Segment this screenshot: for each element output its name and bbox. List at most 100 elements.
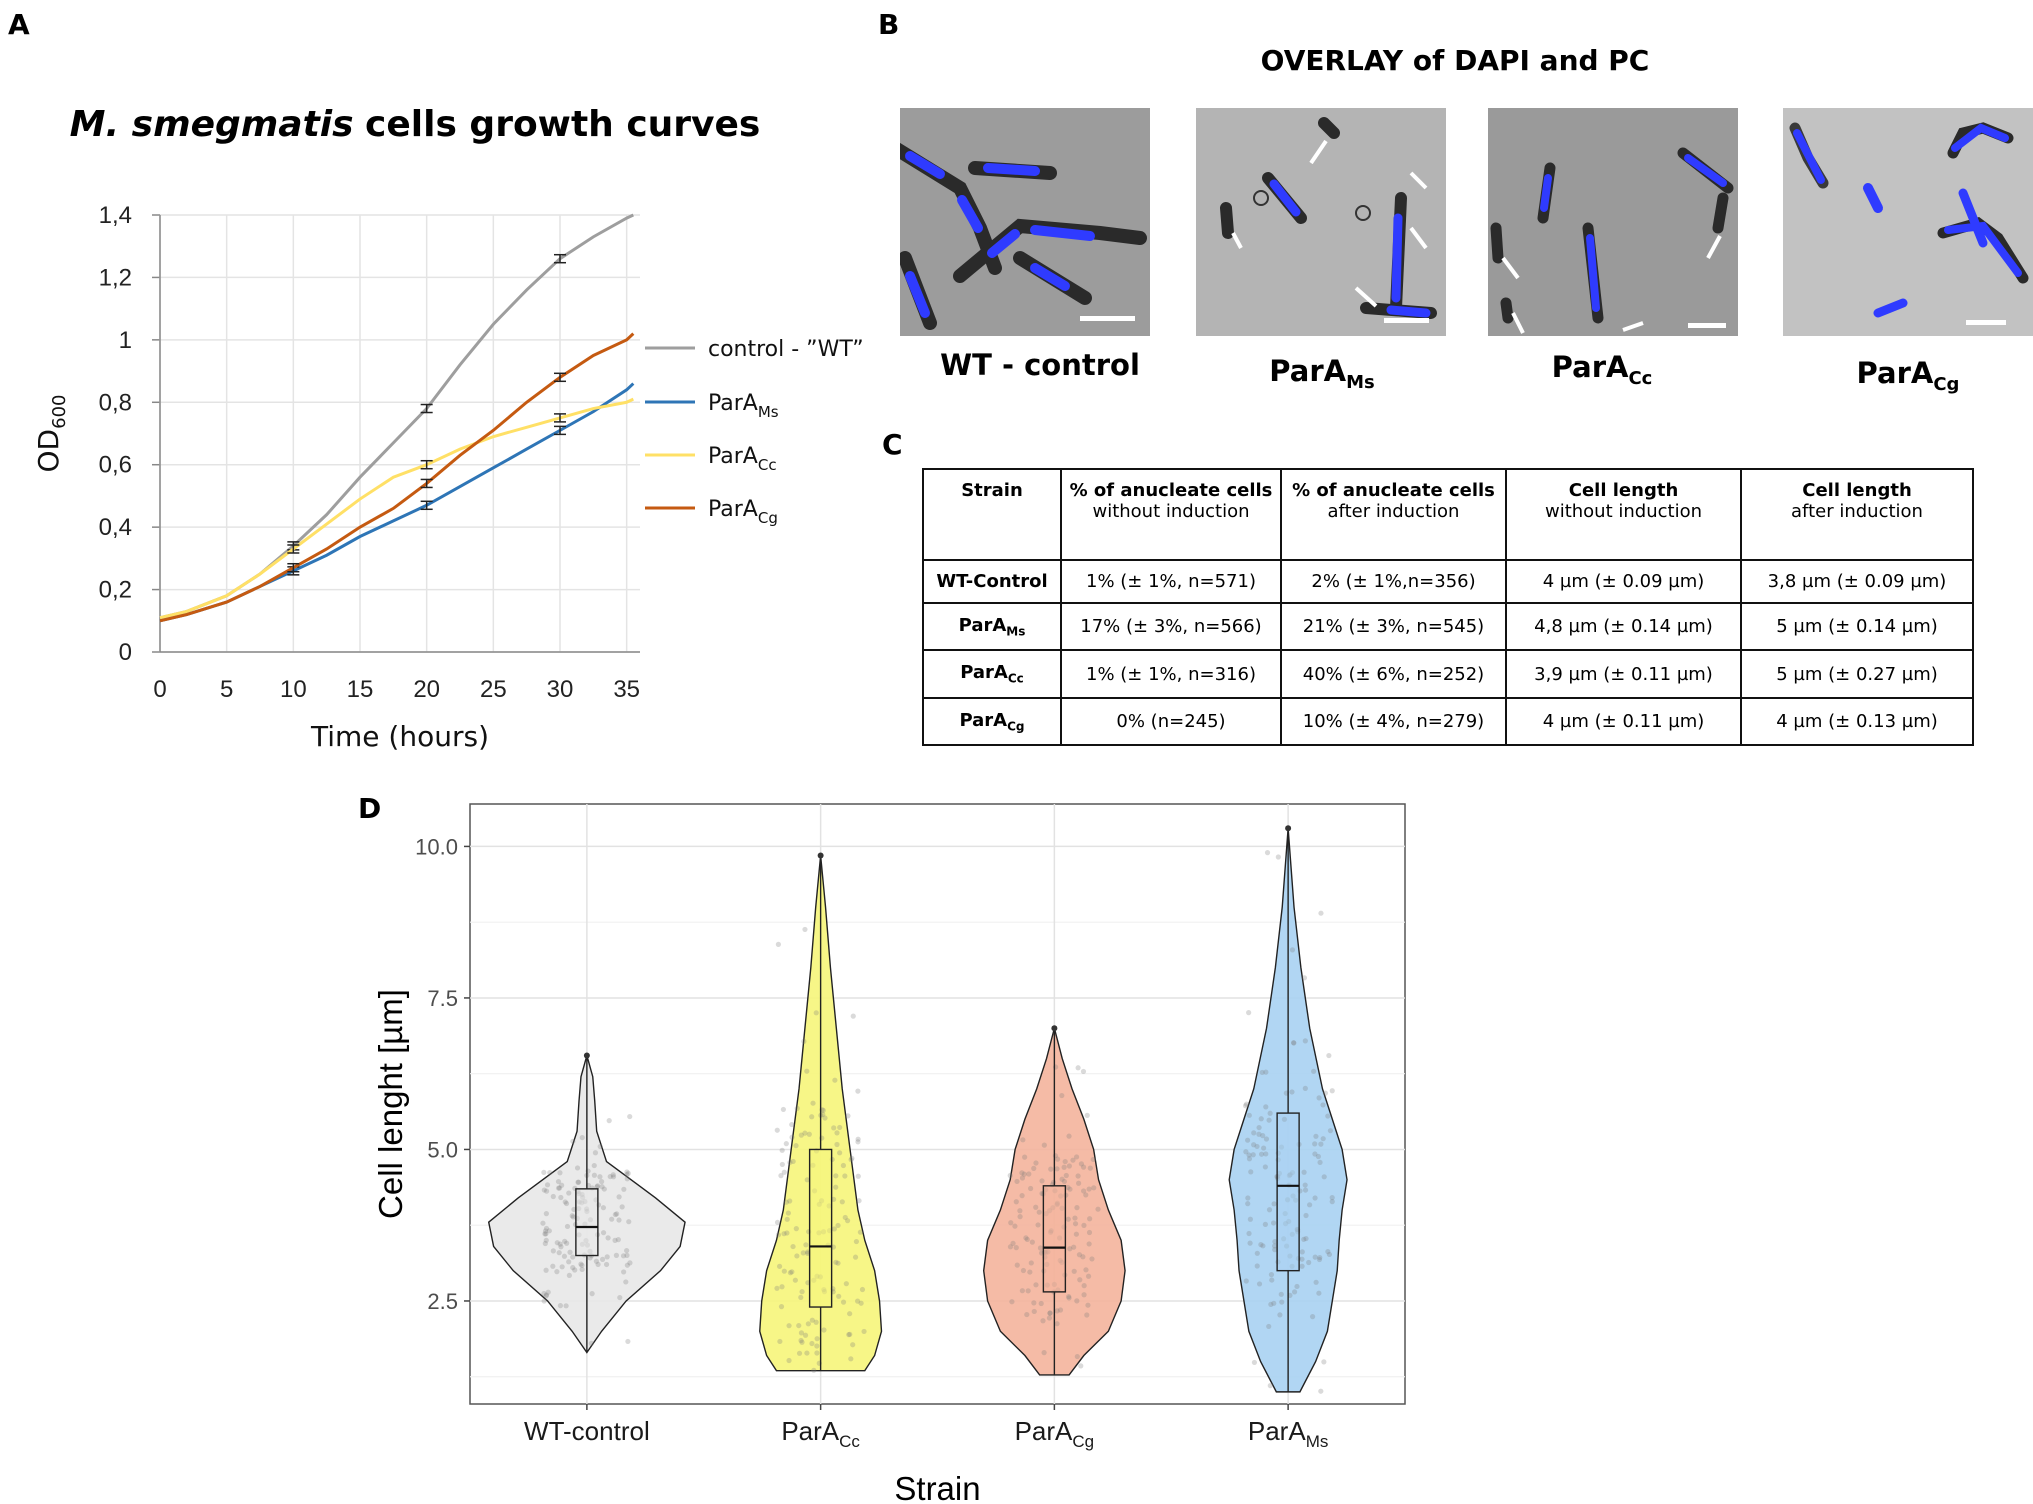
jitter-point: [1307, 1202, 1313, 1208]
jitter-point: [1076, 1180, 1082, 1186]
jitter-point: [1275, 854, 1281, 860]
jitter-point: [624, 1171, 630, 1178]
x-tick-label-main: WT-control: [524, 1416, 650, 1446]
y-tick-label: 0,8: [99, 389, 132, 416]
series-line: [159, 397, 634, 620]
jitter-point: [1289, 1089, 1295, 1095]
jitter-point: [1090, 1156, 1096, 1163]
jitter-point: [547, 1170, 553, 1176]
y-tick-label: 0,6: [99, 452, 132, 479]
jitter-point: [1245, 1201, 1251, 1207]
jitter-point: [809, 1340, 815, 1347]
jitter-point: [855, 1088, 861, 1094]
legend-label: ParACc: [708, 444, 777, 474]
jitter-point: [550, 1248, 556, 1254]
jitter-point: [1038, 1300, 1044, 1307]
table-cell: 4 µm (± 0.09 µm): [1505, 558, 1742, 605]
jitter-point: [777, 1338, 783, 1345]
jitter-point: [1075, 1065, 1081, 1071]
jitter-point: [1014, 1262, 1020, 1268]
jitter-point: [1009, 1299, 1015, 1305]
table-row: ParACg 0% (n=245) 10% (± 4%, n=279) 4 µm…: [922, 696, 1974, 747]
jitter-point: [834, 1141, 840, 1148]
jitter-point: [1268, 1301, 1274, 1307]
jitter-point: [1033, 1282, 1039, 1288]
jitter-point: [1080, 1254, 1086, 1260]
jitter-point: [814, 1336, 820, 1342]
jitter-point: [557, 1170, 563, 1176]
jitter-point: [589, 1291, 595, 1297]
jitter-point: [1066, 1293, 1072, 1300]
label-sub: Cc: [1628, 367, 1653, 389]
legend-label-sub: Ms: [758, 403, 779, 421]
table-cell: 0% (n=245): [1060, 696, 1282, 747]
x-axis-label: Time (hours): [310, 720, 489, 753]
x-tick-label: ParAMs: [1248, 1416, 1328, 1451]
table-cell: 10% (± 4%, n=279): [1280, 696, 1507, 747]
jitter-point: [796, 1322, 802, 1329]
jitter-point: [557, 1241, 563, 1247]
jitter-point: [559, 1264, 565, 1270]
jitter-point: [624, 1176, 630, 1182]
jitter-point: [555, 1178, 562, 1185]
jitter-point: [1091, 1185, 1097, 1191]
title-italic: M. smegmatis: [69, 104, 354, 145]
jitter-point: [603, 1261, 610, 1268]
jitter-point: [846, 1332, 852, 1338]
x-tick-label: 25: [480, 676, 507, 703]
jitter-point: [822, 1115, 828, 1121]
jitter-point: [579, 1266, 585, 1273]
max-point: [1051, 1025, 1058, 1032]
box: [575, 1188, 599, 1257]
y-tick-label: 7.5: [427, 986, 458, 1011]
jitter-point: [1081, 1283, 1087, 1289]
header-sub: after induction: [1327, 501, 1460, 522]
jitter-point: [1263, 1151, 1269, 1157]
jitter-point: [1294, 1283, 1300, 1290]
growth-chart: 0 0,2 0,4 0,6 0,8 1 1,2 1,4 0 5 10 15 20 25 30 35 Time (…: [32, 202, 864, 753]
jitter-point: [1258, 1116, 1264, 1122]
micrograph-cg-image: [1783, 108, 2033, 336]
jitter-point: [789, 1121, 795, 1128]
jitter-point: [794, 1105, 800, 1111]
jitter-point: [579, 1134, 585, 1141]
jitter-point: [1083, 1192, 1089, 1198]
panel-label-d: D: [358, 792, 382, 825]
jitter-point: [840, 1299, 847, 1305]
jitter-point: [858, 1300, 864, 1306]
y-axis-label-main: OD: [32, 429, 65, 473]
jitter-point: [595, 1183, 601, 1189]
jitter-point: [1048, 1166, 1054, 1172]
jitter-point: [566, 1190, 572, 1196]
jitter-point: [1086, 1241, 1092, 1247]
jitter-point: [831, 1125, 837, 1131]
jitter-point: [786, 1323, 792, 1329]
header-main: % of anucleate cells: [1292, 480, 1495, 501]
jitter-point: [806, 1131, 812, 1137]
jitter-point: [1047, 1310, 1053, 1316]
jitter-point: [555, 1185, 562, 1191]
growth-curve-panel: M. smegmatis cells growth curves 0 0,2 0,4…: [0, 0, 880, 760]
jitter-point: [570, 1254, 576, 1260]
jitter-point: [802, 926, 808, 933]
jitter-point: [1263, 1069, 1269, 1075]
jitter-point: [1316, 1095, 1322, 1101]
micrograph-label-wt: WT - control: [890, 348, 1190, 382]
box: [1276, 1112, 1300, 1272]
jitter-point: [842, 1173, 848, 1179]
jitter-point: [1081, 1292, 1087, 1298]
jitter-point: [1251, 1142, 1257, 1148]
jitter-point: [1329, 1195, 1335, 1201]
x-tick-label: 5: [220, 676, 233, 703]
jitter-point: [1326, 1052, 1332, 1059]
jitter-point: [1047, 1310, 1053, 1316]
jitter-point: [1054, 1166, 1060, 1172]
y-tick-label: 2.5: [427, 1289, 458, 1314]
micrograph-para-cc: [1488, 108, 1738, 336]
jitter-point: [542, 1240, 548, 1247]
jitter-point: [1263, 1104, 1269, 1110]
jitter-point: [1067, 1186, 1073, 1192]
jitter-point: [1260, 1243, 1266, 1249]
jitter-point: [774, 1219, 781, 1226]
x-tick-label: ParACg: [1015, 1416, 1095, 1451]
